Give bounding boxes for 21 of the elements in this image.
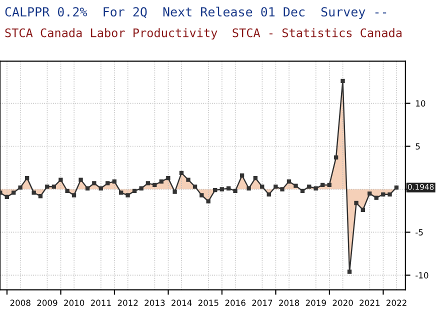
x-tick-label: 2018	[279, 300, 300, 306]
y-tick-label: -10	[416, 272, 428, 278]
x-tick-label: 2015	[198, 300, 218, 306]
x-tick-label: 2008	[10, 300, 30, 306]
x-tick-label: 2012	[118, 300, 138, 306]
x-tick-label: 2021	[360, 300, 380, 306]
x-tick-label: 2010	[64, 300, 84, 306]
x-tick-label: 2013	[144, 300, 165, 306]
x-tick-label: 2016	[225, 300, 246, 306]
x-tick-label: 2022	[386, 300, 406, 306]
x-tick-label: 2011	[90, 300, 111, 306]
x-tick-label: 2019	[306, 300, 326, 306]
y-tick-label: 10	[416, 100, 426, 107]
x-tick-label: 2009	[37, 300, 58, 306]
x-tick-label: 2020	[332, 300, 353, 306]
chart-title: CALPPR 0.2% For 2Q Next Release 01 Dec Survey --	[5, 6, 386, 19]
x-tick-label: 2014	[172, 300, 192, 306]
y-tick-label: 5	[416, 143, 420, 150]
y-tick-label: -5	[416, 229, 423, 236]
chart-subtitle: STCA Canada Labor Productivity STCA - Statistics Canada	[5, 28, 402, 40]
x-tick-label: 2017	[252, 300, 272, 306]
